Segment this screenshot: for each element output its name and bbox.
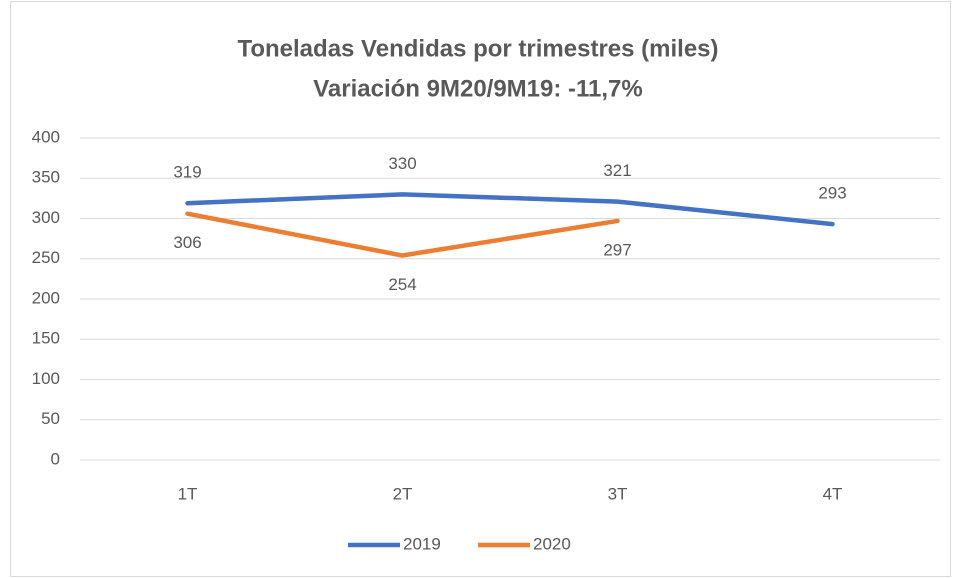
data-label: 306 bbox=[173, 233, 201, 252]
x-tick-label: 4T bbox=[823, 484, 843, 503]
y-tick-label: 350 bbox=[32, 168, 60, 187]
y-tick-label: 250 bbox=[32, 248, 60, 267]
data-label: 293 bbox=[818, 184, 846, 203]
legend-label: 2020 bbox=[533, 534, 571, 553]
y-tick-label: 200 bbox=[32, 288, 60, 307]
y-tick-label: 400 bbox=[32, 127, 60, 146]
data-label: 330 bbox=[388, 154, 416, 173]
data-label: 254 bbox=[388, 275, 416, 294]
chart-title: Toneladas Vendidas por trimestres (miles… bbox=[237, 35, 718, 62]
x-tick-label: 1T bbox=[178, 484, 198, 503]
y-tick-label: 0 bbox=[51, 449, 60, 468]
chart-frame bbox=[10, 1, 951, 577]
x-tick-label: 3T bbox=[608, 484, 628, 503]
chart-subtitle: Variación 9M20/9M19: -11,7% bbox=[313, 75, 643, 102]
y-tick-label: 50 bbox=[41, 409, 60, 428]
line-series bbox=[185, 192, 835, 227]
data-label: 297 bbox=[603, 240, 631, 259]
legend-label: 2019 bbox=[403, 534, 441, 553]
y-tick-label: 150 bbox=[32, 329, 60, 348]
data-label: 321 bbox=[603, 161, 631, 180]
y-tick-label: 300 bbox=[32, 208, 60, 227]
line-series bbox=[185, 211, 620, 258]
x-tick-label: 2T bbox=[393, 484, 413, 503]
y-tick-label: 100 bbox=[32, 369, 60, 388]
data-label: 319 bbox=[173, 163, 201, 182]
